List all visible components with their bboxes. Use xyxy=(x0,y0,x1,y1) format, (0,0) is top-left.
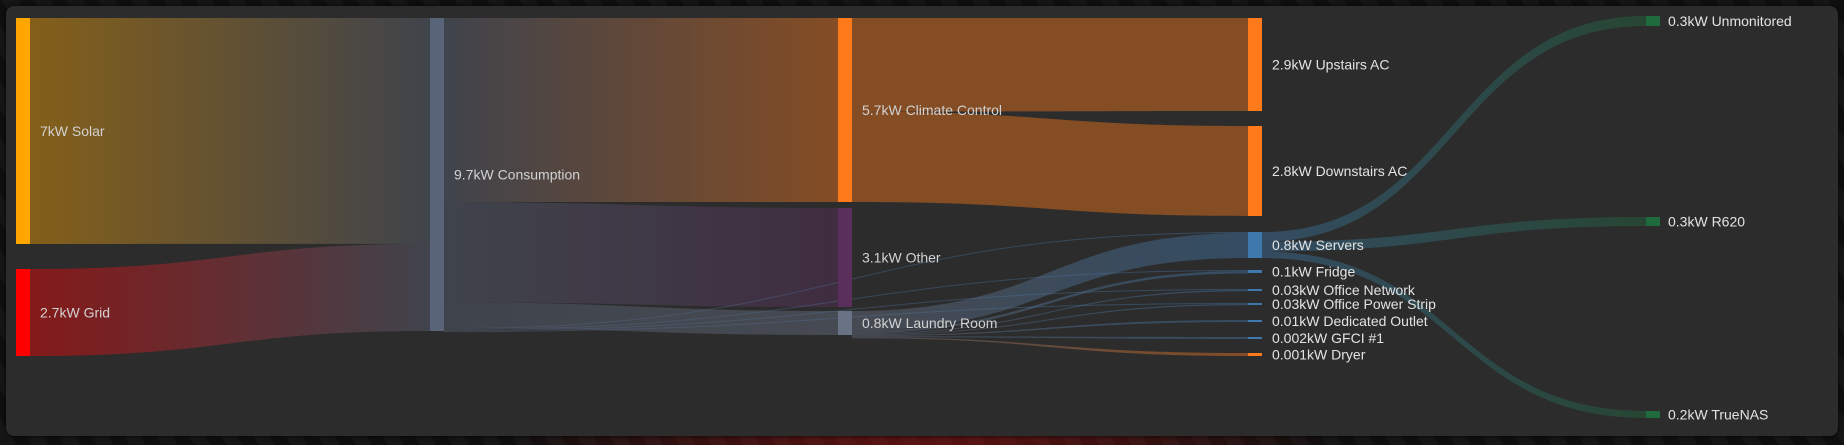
sankey-chart: 7kW Solar 2.7kW Grid 9.7kW Consumption 5.7k… xyxy=(16,13,1792,423)
link-laundry-room-to-gfci-1[interactable] xyxy=(852,336,1248,339)
node-consumption[interactable] xyxy=(430,18,444,331)
link-servers-to-r620[interactable] xyxy=(1262,217,1646,252)
node-unmonitored[interactable] xyxy=(1646,16,1660,26)
label-laundry-room: 0.8kW Laundry Room xyxy=(862,315,997,331)
link-laundry-room-to-fridge[interactable] xyxy=(852,271,1248,334)
node-downstairs-ac[interactable] xyxy=(1248,126,1262,216)
node-office-network[interactable] xyxy=(1248,289,1262,291)
label-downstairs-ac: 2.8kW Downstairs AC xyxy=(1272,163,1407,179)
label-office-power-strip: 0.03kW Office Power Strip xyxy=(1272,296,1436,312)
node-grid[interactable] xyxy=(16,269,30,356)
label-servers: 0.8kW Servers xyxy=(1272,237,1364,253)
sankey-card: 7kW Solar 2.7kW Grid 9.7kW Consumption 5.7k… xyxy=(6,6,1838,436)
node-gfci-1[interactable] xyxy=(1248,337,1262,339)
label-dryer: 0.001kW Dryer xyxy=(1272,347,1366,363)
link-consumption-to-office-network[interactable] xyxy=(444,289,1248,332)
label-upstairs-ac: 2.9kW Upstairs AC xyxy=(1272,57,1389,73)
label-gfci-1: 0.002kW GFCI #1 xyxy=(1272,330,1384,346)
sankey-links xyxy=(30,16,1646,418)
link-laundry-room-to-dryer[interactable] xyxy=(852,337,1248,356)
link-consumption-to-other[interactable] xyxy=(444,202,838,307)
label-office-network: 0.03kW Office Network xyxy=(1272,282,1416,298)
sankey-labels: 7kW Solar 2.7kW Grid 9.7kW Consumption 5.7k… xyxy=(40,13,1792,423)
link-laundry-room-to-servers[interactable] xyxy=(852,233,1248,331)
link-solar-to-consumption[interactable] xyxy=(30,18,430,244)
label-other: 3.1kW Other xyxy=(862,250,941,266)
link-laundry-room-to-office-power-strip[interactable] xyxy=(852,304,1248,336)
label-solar: 7kW Solar xyxy=(40,123,105,139)
label-dedicated-outlet: 0.01kW Dedicated Outlet xyxy=(1272,313,1428,329)
node-fridge[interactable] xyxy=(1248,270,1262,273)
label-r620: 0.3kW R620 xyxy=(1668,214,1745,230)
node-dryer[interactable] xyxy=(1248,353,1262,356)
label-climate-control: 5.7kW Climate Control xyxy=(862,102,1002,118)
link-laundry-room-to-dedicated-outlet[interactable] xyxy=(852,320,1248,337)
node-other[interactable] xyxy=(838,208,852,307)
link-consumption-to-climate-control[interactable] xyxy=(444,18,838,203)
node-truenas[interactable] xyxy=(1646,411,1660,418)
label-grid: 2.7kW Grid xyxy=(40,305,110,321)
link-grid-to-consumption[interactable] xyxy=(30,243,430,356)
link-servers-to-truenas[interactable] xyxy=(1262,251,1646,419)
link-climate-control-to-downstairs-ac[interactable] xyxy=(852,111,1248,216)
node-dedicated-outlet[interactable] xyxy=(1248,320,1262,322)
node-r620[interactable] xyxy=(1646,217,1660,226)
node-laundry-room[interactable] xyxy=(838,311,852,335)
label-truenas: 0.2kW TrueNAS xyxy=(1668,407,1768,423)
label-fridge: 0.1kW Fridge xyxy=(1272,264,1355,280)
link-servers-to-unmonitored[interactable] xyxy=(1262,16,1646,242)
label-consumption: 9.7kW Consumption xyxy=(454,167,580,183)
node-office-power-strip[interactable] xyxy=(1248,303,1262,305)
node-solar[interactable] xyxy=(16,18,30,244)
sankey-nodes xyxy=(16,16,1660,418)
label-unmonitored: 0.3kW Unmonitored xyxy=(1668,13,1792,29)
link-laundry-room-to-office-network[interactable] xyxy=(852,290,1248,335)
node-servers[interactable] xyxy=(1248,232,1262,258)
node-upstairs-ac[interactable] xyxy=(1248,18,1262,111)
node-climate-control[interactable] xyxy=(838,18,852,202)
link-climate-control-to-upstairs-ac[interactable] xyxy=(852,18,1248,112)
